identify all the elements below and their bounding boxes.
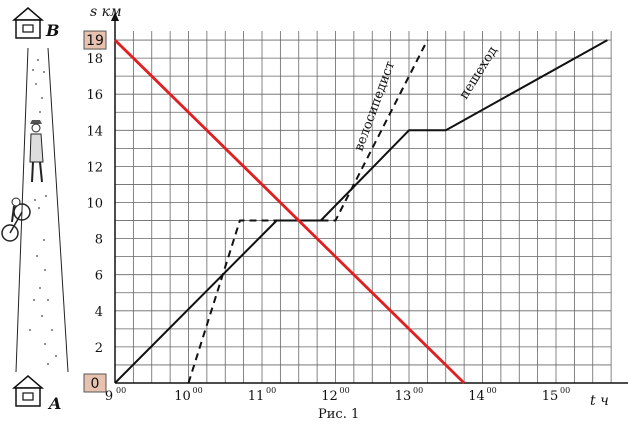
road-dot: [44, 269, 46, 271]
road-dot: [36, 255, 38, 257]
road-dot: [35, 83, 37, 85]
road-dot: [39, 111, 41, 113]
y-tick-label: 4: [95, 305, 103, 320]
road-dot: [37, 59, 39, 61]
road-dot: [33, 299, 35, 301]
x-axis-label: t ч: [590, 393, 609, 409]
y-tick-label: 8: [95, 233, 103, 248]
x-tick-labels: 9 00 10 00 11 00 12 00 13 00 14 00 15 00: [105, 386, 570, 404]
x-tick-minutes: 00: [560, 386, 570, 395]
highlighted-tick-label: 0: [91, 376, 100, 392]
y-axis-label: s км: [90, 4, 122, 20]
road-illustration: [15, 47, 69, 373]
x-tick-minutes: 00: [266, 386, 276, 395]
road-dot: [55, 355, 57, 357]
road-dot: [47, 363, 49, 365]
y-tick-label: 6: [95, 269, 103, 284]
house-b-icon: [11, 7, 45, 39]
y-tick-label: 14: [86, 124, 103, 139]
road-dot: [43, 71, 45, 73]
x-tick-label: 11: [248, 389, 265, 404]
road-dot: [45, 195, 47, 197]
x-tick-label: 13: [395, 389, 412, 404]
x-tick-minutes: 00: [487, 386, 497, 395]
road-dot: [51, 329, 53, 331]
road-dot: [41, 97, 43, 99]
figure-caption: Рис. 1: [318, 407, 359, 422]
x-tick-label: 14: [468, 389, 485, 404]
point-b-label: B: [45, 21, 60, 40]
x-tick-label: 9: [105, 389, 113, 404]
pedestrian-icon: [29, 120, 44, 183]
chart-series: [114, 39, 608, 384]
y-tick-label: 10: [86, 197, 103, 212]
x-tick-label: 12: [321, 389, 338, 404]
chart-grid: [114, 31, 612, 384]
road-dot: [41, 315, 43, 317]
road-dot: [39, 287, 41, 289]
x-tick-label: 10: [174, 389, 191, 404]
road-dot: [43, 239, 45, 241]
y-tick-label: 16: [86, 88, 103, 103]
pedestrian-line: [114, 39, 608, 384]
y-tick-labels: 2 4 6 8 10 12 14 16 18 19 0: [83, 30, 107, 393]
highlighted-tick-label: 19: [86, 33, 104, 49]
house-a-icon: [11, 375, 45, 407]
cyclist-series-label: велосипедист: [352, 59, 398, 153]
road-dot: [32, 69, 34, 71]
highlighted-tick-box: [83, 30, 107, 50]
bicycle-icon: [1, 197, 31, 242]
y-tick-label: 12: [86, 160, 103, 175]
x-tick-minutes: 00: [340, 386, 350, 395]
y-axis-arrow: [111, 12, 119, 22]
x-tick-minutes: 00: [116, 386, 126, 395]
red-line: [114, 39, 466, 384]
road-dot: [47, 299, 49, 301]
pedestrian-series-label: пешеход: [457, 44, 501, 102]
road-dot: [29, 329, 31, 331]
chart-axes: [111, 12, 628, 384]
x-tick-minutes: 00: [193, 386, 203, 395]
point-a-label: A: [47, 394, 61, 413]
highlighted-tick-box: [83, 373, 107, 393]
cyclist-line: [187, 39, 429, 384]
y-tick-label: 18: [86, 52, 103, 67]
x-tick-minutes: 00: [413, 386, 423, 395]
road-dot: [34, 199, 36, 201]
road-dot: [38, 207, 40, 209]
y-tick-label: 2: [95, 341, 103, 356]
road-dot: [44, 343, 46, 345]
x-tick-label: 15: [542, 389, 559, 404]
